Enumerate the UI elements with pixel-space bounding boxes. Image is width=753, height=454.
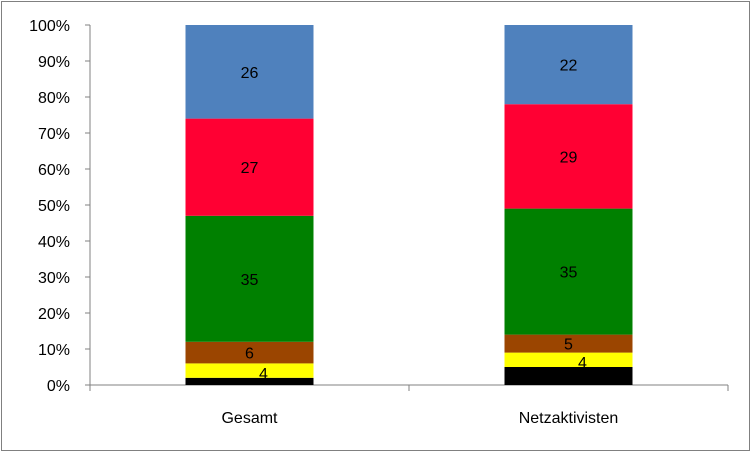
data-label: 6: [245, 346, 254, 363]
data-label: 29: [560, 149, 578, 166]
data-label: 26: [241, 65, 259, 82]
data-label: 35: [241, 272, 259, 289]
bar-segment: [504, 352, 633, 367]
bar-segment: [185, 377, 314, 385]
y-tick-label: 40%: [38, 234, 70, 251]
bar-segment: [185, 118, 314, 216]
data-label: 5: [564, 337, 573, 354]
bar-segment: [185, 341, 314, 364]
y-tick-label: 30%: [38, 270, 70, 287]
bar-segment: [504, 25, 633, 105]
data-label: 27: [241, 160, 259, 177]
y-tick-label: 0%: [47, 378, 70, 395]
y-tick-label: 100%: [29, 18, 70, 35]
bars: [185, 25, 633, 385]
data-label: 4: [578, 355, 587, 372]
bar-segment: [504, 334, 633, 353]
data-label: 22: [560, 58, 578, 75]
data-label: 4: [259, 366, 268, 383]
category-label: Netzaktivisten: [519, 410, 619, 427]
bar-segment: [185, 215, 314, 342]
bar-segment: [504, 208, 633, 335]
y-tick-label: 10%: [38, 342, 70, 359]
category-label: Gesamt: [221, 410, 278, 427]
bar-segment: [504, 104, 633, 209]
x-axis: Gesamt Netzaktivisten: [89, 384, 729, 427]
y-tick-label: 50%: [38, 198, 70, 215]
bar-segment: [185, 25, 314, 119]
y-tick-label: 80%: [38, 90, 70, 107]
y-tick-label: 20%: [38, 306, 70, 323]
bar-segment: [185, 363, 314, 378]
y-axis: 0% 10% 20% 30% 40% 50% 60% 70% 80% 90% 100%: [29, 18, 91, 395]
y-tick-label: 90%: [38, 54, 70, 71]
bar-segment: [504, 367, 633, 385]
y-tick-label: 60%: [38, 162, 70, 179]
y-tick-label: 70%: [38, 126, 70, 143]
data-label: 35: [560, 265, 578, 282]
